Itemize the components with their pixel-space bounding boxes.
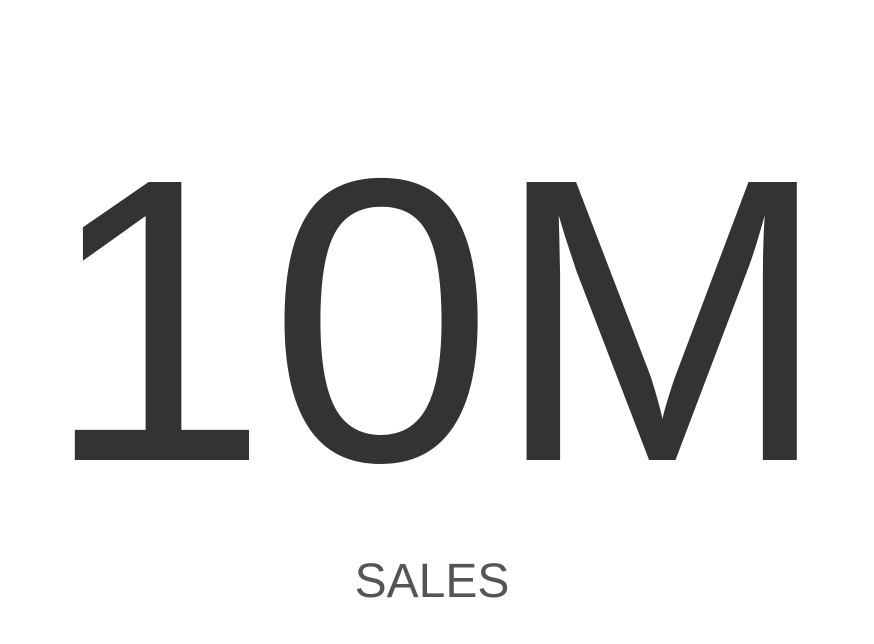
kpi-label: SALES [354, 555, 510, 608]
kpi-value: 10M [44, 94, 830, 546]
